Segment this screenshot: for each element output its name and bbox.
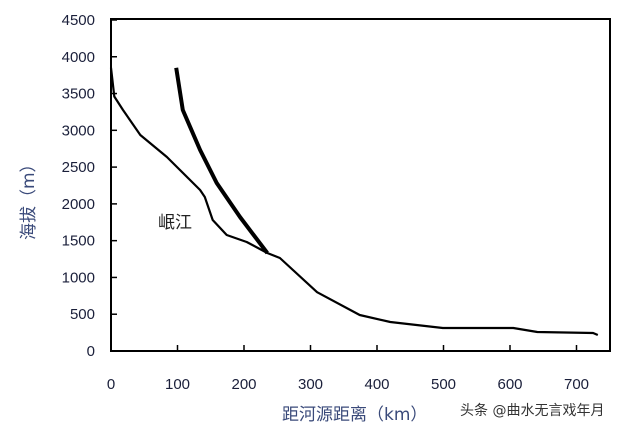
y-tick-label: 500: [70, 306, 95, 323]
y-tick-label: 4000: [62, 49, 95, 66]
plot-frame: [110, 18, 611, 352]
y-tick-label: 2000: [62, 196, 95, 213]
watermark: 头条 @曲水无言戏年月: [460, 402, 604, 419]
y-tick-label: 1500: [62, 233, 95, 250]
x-tick-label: 200: [231, 376, 256, 393]
x-tick-label: 300: [298, 376, 323, 393]
y-axis-label: 海拔（m）: [19, 155, 39, 240]
minjiang-annotation: 岷江: [158, 213, 192, 233]
series-line-minjiang: [109, 67, 599, 337]
x-tick-label: 400: [364, 376, 389, 393]
y-tick-label: 4500: [62, 12, 95, 29]
x-tick-label: 700: [564, 376, 589, 393]
x-tick-label: 100: [165, 376, 190, 393]
x-tick-label: 500: [431, 376, 456, 393]
y-tick-label: 1000: [62, 269, 95, 286]
y-tick-label: 3000: [62, 122, 95, 139]
x-axis-label: 距河源距离（km）: [282, 405, 427, 425]
x-tick-label: 600: [497, 376, 522, 393]
series-line-tributary: [174, 67, 269, 255]
y-tick-label: 2500: [62, 159, 95, 176]
x-tick-label: 0: [107, 376, 115, 393]
y-tick-label: 3500: [62, 86, 95, 103]
y-tick-label: 0: [87, 343, 95, 360]
